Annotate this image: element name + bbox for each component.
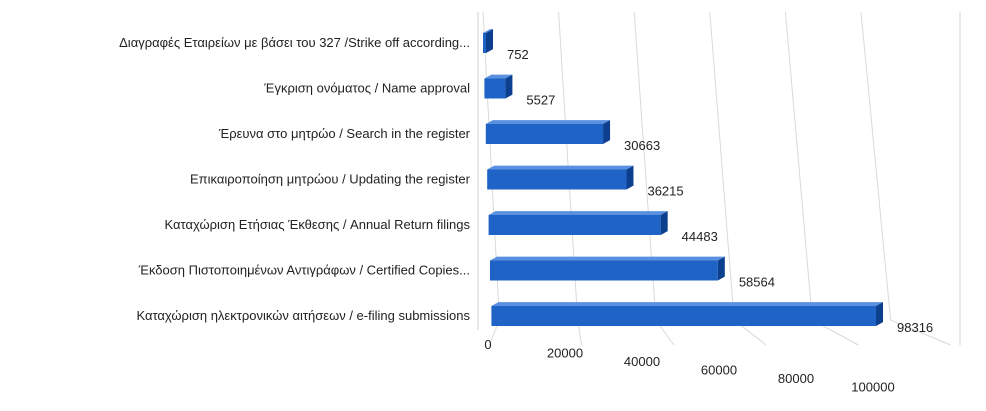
bar-front-face [483, 33, 486, 53]
x-tick-label: 60000 [701, 363, 737, 378]
data-label: 58564 [739, 275, 775, 290]
bar-front-face [484, 78, 506, 99]
category-label: Έρευνα στο μητρώο / Search in the regist… [218, 126, 471, 141]
value-labels: 752 5527 30663 36215 44483 58564 98316 [507, 47, 933, 335]
category-label: Καταχώριση ηλεκτρονικών αιτήσεων / e-fil… [136, 308, 470, 323]
bar [483, 29, 493, 53]
x-tick-label: 20000 [547, 346, 583, 361]
bar-top-face [490, 256, 725, 261]
category-labels: Διαγραφές Εταιρείων με βάσει του 327 /St… [119, 35, 471, 323]
x-tick-label: 100000 [851, 380, 894, 395]
bar-top-face [484, 74, 513, 79]
bar-end-face [660, 211, 668, 235]
bar [490, 256, 725, 281]
bar-end-face [876, 302, 884, 326]
grid-line [860, 11, 892, 321]
x-tick-label: 40000 [624, 354, 660, 369]
grid-line [709, 11, 735, 321]
bar [485, 120, 611, 144]
bar-top-face [488, 211, 668, 215]
category-label: Καταχώριση Ετήσιας Έκθεσης / Annual Retu… [165, 217, 471, 232]
bar-end-face [626, 165, 634, 190]
x-tick-label: 0 [484, 337, 491, 352]
bar-front-face [491, 306, 877, 326]
bar-end-face [486, 29, 493, 53]
bar-front-face [490, 260, 718, 281]
category-label: Επικαιροποίηση μητρώου / Updating the re… [190, 172, 471, 187]
data-label: 98316 [897, 320, 933, 335]
bar-top-face [491, 302, 884, 306]
floor-grid-line [890, 319, 951, 346]
data-label: 30663 [624, 138, 660, 153]
data-label: 752 [507, 47, 529, 62]
bar-top-face [485, 120, 611, 124]
category-label: Διαγραφές Εταιρείων με βάσει του 327 /St… [119, 35, 470, 50]
bar-top-face [483, 29, 493, 33]
bar-top-face [487, 165, 634, 170]
bar [491, 302, 884, 326]
data-label: 44483 [682, 229, 718, 244]
data-label: 5527 [526, 93, 555, 108]
x-tick-label: 80000 [778, 371, 814, 386]
bar-front-face [485, 124, 604, 144]
bar [487, 165, 634, 190]
bar-end-face [505, 74, 513, 99]
bar [488, 211, 668, 235]
bar [484, 74, 513, 99]
grid-line [784, 11, 813, 321]
bar-end-face [603, 120, 611, 144]
bars [483, 29, 884, 326]
bar-front-face [487, 169, 627, 190]
x-axis-ticks: 0 20000 40000 60000 80000 100000 [484, 337, 894, 395]
bar-front-face [488, 215, 661, 235]
bar-end-face [717, 256, 725, 281]
category-label: Έκδοση Πιστοποιημένων Αντιγράφων / Certi… [138, 263, 470, 278]
data-label: 36215 [647, 184, 683, 199]
category-label: Έγκριση ονόματος / Name approval [263, 81, 470, 96]
